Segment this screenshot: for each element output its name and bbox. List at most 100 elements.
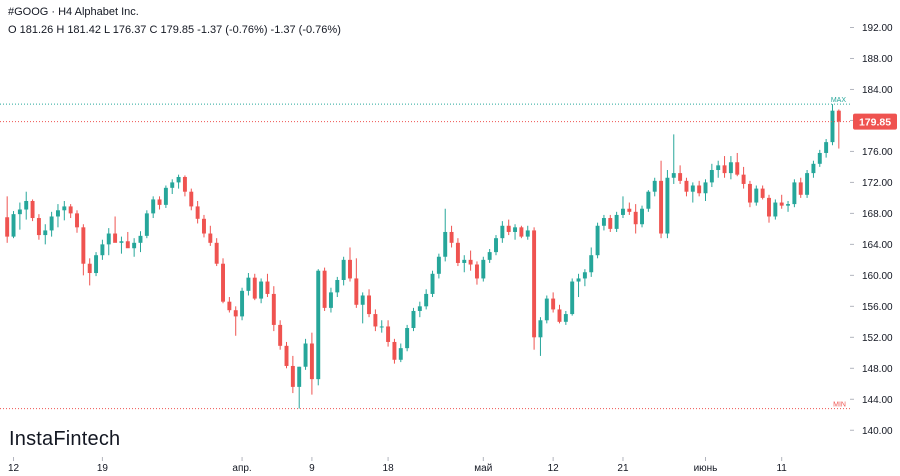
x-tick-label: 12 [8,463,20,474]
candle [805,170,810,198]
x-tick-label: 21 [617,463,629,474]
candle [303,338,308,370]
candle [633,204,638,234]
candle-body [309,343,314,380]
y-tick-label: 148.00 [862,364,893,375]
candle [240,287,245,321]
candle-body [716,165,721,171]
candle-body [81,227,86,264]
candle-body [367,295,372,315]
candle-body [106,233,111,245]
candle-body [494,238,498,253]
candle [297,366,302,409]
candle-body [513,227,518,232]
candle [417,301,422,318]
candle-body [728,162,733,174]
candle-body [760,188,765,198]
candle [836,109,841,149]
candle [589,247,594,277]
candle [544,295,549,324]
candle-body [836,110,841,122]
candle [462,255,467,273]
candle [151,196,156,219]
candle [278,320,283,350]
candle [49,211,54,237]
candle-body [824,142,829,153]
candle [87,258,92,286]
candle [786,200,791,212]
candle [24,191,29,220]
candle-body [252,277,257,299]
candle-body [62,206,67,211]
candle-body [481,259,486,279]
candle-body [113,233,118,243]
candle [519,225,524,239]
candle-body [462,259,467,263]
candle-body [163,187,168,205]
x-tick-label: 18 [383,463,395,474]
y-tick-label: 172.00 [862,178,893,189]
candle [824,139,829,158]
candle-body [354,278,359,305]
candle-body [246,277,251,291]
candle [779,194,784,209]
candle [640,205,644,228]
candle [30,199,35,222]
candle [557,304,562,324]
instafintech-logo: InstaFintech [9,428,121,450]
candle [754,185,759,206]
candle [525,225,530,240]
candle-body [703,182,708,194]
candle [106,228,111,256]
candle-body [811,163,816,174]
candle [233,306,238,336]
candle-body [125,241,130,249]
candle-body [436,256,441,274]
candle [773,199,778,220]
candle [494,235,498,256]
candle [132,238,137,257]
candle [703,179,708,201]
candle [405,324,410,352]
candle [170,179,175,195]
candle-body [532,230,537,338]
candle-body [176,176,181,183]
candle [36,214,41,240]
candle [113,216,118,243]
candle [5,196,10,243]
y-tick-label: 168.00 [862,209,893,220]
candle-body [570,281,575,315]
candle-body [24,200,29,210]
y-tick-label: 184.00 [862,85,893,96]
candle-body [5,217,10,237]
candle-body [589,255,594,273]
candle-body [386,326,391,342]
candle [697,180,702,197]
candle [221,258,225,304]
candle-body [595,225,600,256]
candle-body [449,231,454,243]
candle-body [538,320,543,338]
y-tick-label: 160.00 [862,271,893,282]
candle-body [405,328,410,349]
x-tick-label: апр. [232,463,251,474]
candle [259,278,264,304]
candle-body [195,206,200,219]
y-tick-label: 152.00 [862,333,893,344]
candle-body [608,218,613,229]
candle-body [265,281,270,294]
candle-body [627,208,632,212]
candle [341,256,346,286]
candle-body [621,208,625,215]
candle [735,152,740,177]
candle-body [817,152,822,164]
candle [576,273,581,298]
candle-body [544,298,549,321]
candle-body [221,263,225,302]
candle [500,221,505,243]
candle [747,180,752,208]
candle-body [233,310,238,317]
candle-body [754,188,759,203]
candle-body [157,199,162,205]
